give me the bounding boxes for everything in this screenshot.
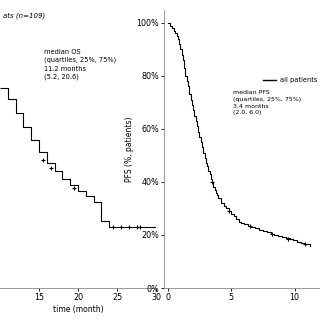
Text: B: B	[136, 0, 147, 1]
X-axis label: time (month): time (month)	[53, 305, 103, 314]
Text: median PFS
(quartiles, 25%, 75%)
3.4 months
(2.0, 6.0): median PFS (quartiles, 25%, 75%) 3.4 mon…	[233, 90, 301, 115]
Text: median OS
(quartiles, 25%, 75%)
11.2 months
(5.2, 20.6): median OS (quartiles, 25%, 75%) 11.2 mon…	[44, 49, 116, 80]
Legend: all patients: all patients	[260, 74, 320, 85]
Y-axis label: PFS (%, patients): PFS (%, patients)	[124, 116, 133, 181]
Text: ats (n=109): ats (n=109)	[3, 12, 45, 19]
